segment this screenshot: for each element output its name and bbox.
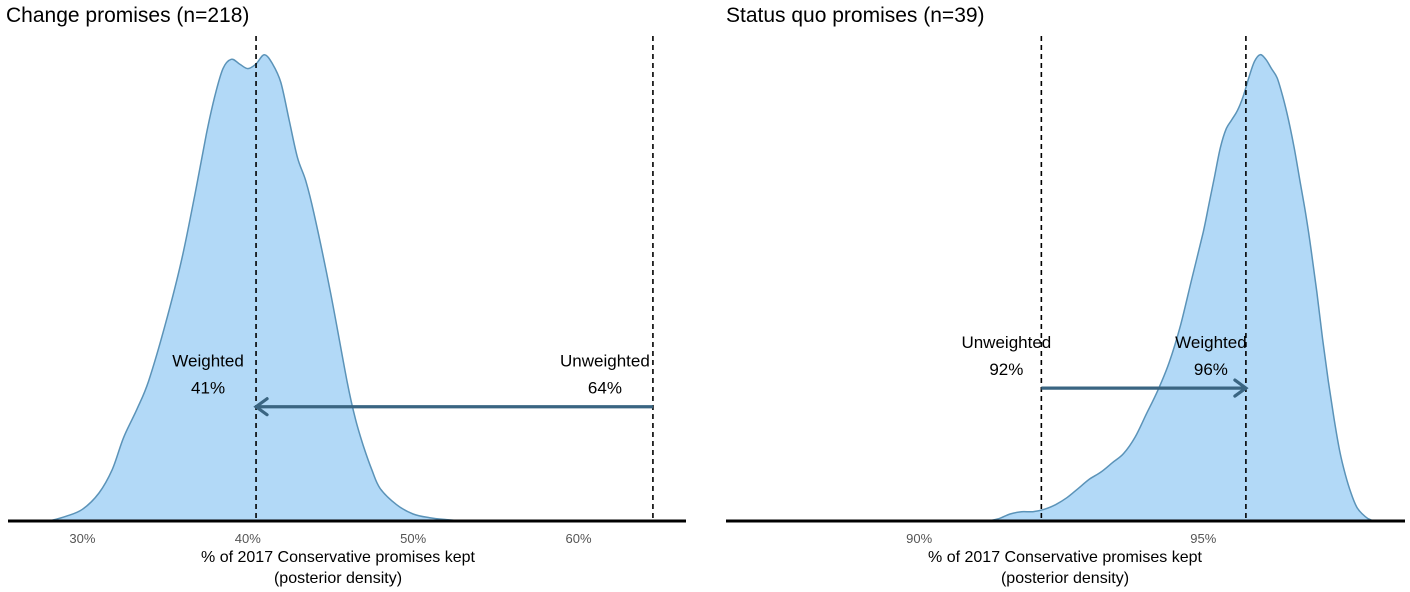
x-tick-label: 30% <box>69 531 95 546</box>
chart-title: Change promises (n=218) <box>6 4 249 27</box>
x-tick-label: 40% <box>235 531 261 546</box>
chart-title: Status quo promises (n=39) <box>726 4 985 27</box>
reference-value: 96% <box>1194 360 1228 379</box>
arrow-head <box>253 397 269 417</box>
x-axis-label: % of 2017 Conservative promises kept <box>201 549 475 566</box>
arrow-head <box>1233 378 1249 398</box>
x-tick-label: 50% <box>400 531 426 546</box>
x-tick-label: 90% <box>906 531 932 546</box>
x-tick-label: 60% <box>565 531 591 546</box>
status-quo-promises-panel: Status quo promises (n=39) % of 2017 Con… <box>726 4 1405 587</box>
reference-value: 41% <box>191 379 225 398</box>
density-area <box>49 53 463 522</box>
reference-label: Weighted <box>1175 333 1247 352</box>
reference-value: 92% <box>989 360 1023 379</box>
x-tick-label: 95% <box>1190 531 1216 546</box>
reference-value: 64% <box>588 379 622 398</box>
change-promises-panel: Change promises (n=218) % of 2017 Conser… <box>6 4 686 587</box>
reference-label: Weighted <box>172 352 244 371</box>
reference-label: Unweighted <box>961 333 1051 352</box>
x-axis-sublabel: (posterior density) <box>1001 570 1129 587</box>
reference-label: Unweighted <box>560 352 650 371</box>
x-axis-label: % of 2017 Conservative promises kept <box>928 549 1202 566</box>
x-axis-sublabel: (posterior density) <box>274 570 402 587</box>
density-area <box>987 53 1375 522</box>
